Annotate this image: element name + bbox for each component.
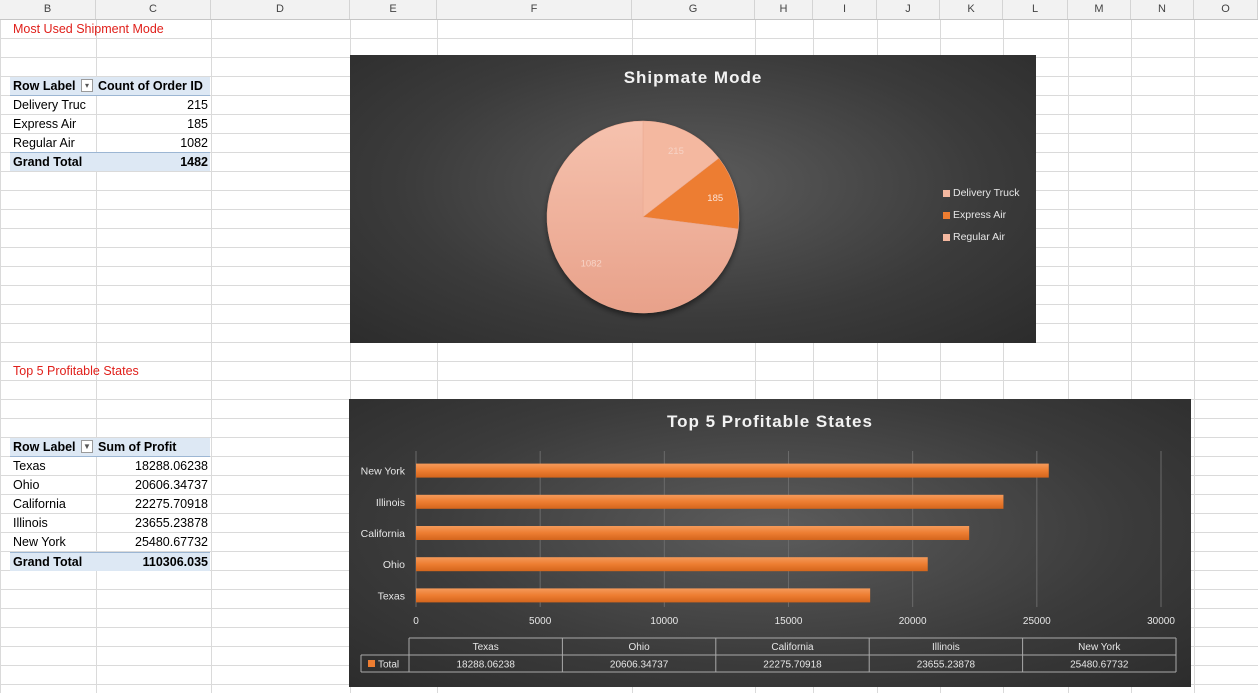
legend-swatch <box>943 189 950 197</box>
pie-legend-item[interactable]: Regular Air <box>943 231 1005 243</box>
bar-texas[interactable] <box>416 588 871 603</box>
x-tick-label: 25000 <box>1023 616 1051 627</box>
data-table-value: 22275.70918 <box>763 660 822 671</box>
y-category-label: Ohio <box>383 559 405 571</box>
data-table-value: 25480.67732 <box>1070 660 1129 671</box>
pivot2-total-label: Grand Total <box>10 552 96 571</box>
x-tick-label: 15000 <box>775 616 803 627</box>
pivot2-row-value[interactable]: 22275.70918 <box>135 497 208 511</box>
column-header-c[interactable]: C <box>96 0 211 19</box>
pivot2-row-label[interactable]: Ohio <box>13 478 40 492</box>
pivot1-row-value[interactable]: 1082 <box>180 136 208 150</box>
pie-chart-plot: 215 185 1082 <box>546 120 740 314</box>
column-header-o[interactable]: O <box>1194 0 1258 19</box>
bar-illinois[interactable] <box>416 494 1004 509</box>
pie-data-label: 1082 <box>581 259 602 270</box>
y-category-label: California <box>361 528 406 540</box>
pivot2-value-header: Sum of Profit <box>96 438 210 457</box>
legend-key-label: Total <box>378 660 399 671</box>
bar-ohio[interactable] <box>416 557 928 572</box>
bar-chart-title: Top 5 Profitable States <box>667 412 873 431</box>
pivot1-row-labels-header: Row Label <box>10 77 96 96</box>
pivot2-title: Top 5 Profitable States <box>13 364 139 378</box>
column-header-e[interactable]: E <box>350 0 437 19</box>
pie-chart-title: Shipmate Mode <box>623 68 763 87</box>
pie-slice-express-air[interactable] <box>642 157 740 230</box>
filter-dropdown-icon[interactable]: ▾ <box>81 79 93 92</box>
bar-california[interactable] <box>416 526 970 540</box>
pie-slice-delivery-truck[interactable] <box>642 120 720 218</box>
legend-label: Regular Air <box>953 231 1005 243</box>
pivot2-row-label[interactable]: California <box>13 497 66 511</box>
pivot1-row-label[interactable]: Regular Air <box>13 136 75 150</box>
pivot2-total-value: 110306.035 <box>96 552 210 571</box>
data-table-header: New York <box>1078 642 1121 653</box>
pivot2-row-labels-header: Row Label <box>10 438 96 457</box>
bar-chart-plot: 0 5000 10000 15000 20000 25000 30000 New York Il… <box>360 451 1177 673</box>
pivot1-total-label: Grand Total <box>10 152 96 171</box>
bar-new-york[interactable] <box>416 463 1049 478</box>
data-table-header: Texas <box>473 642 499 653</box>
column-header-j[interactable]: J <box>877 0 940 19</box>
pie-slice-regular-air[interactable] <box>546 120 739 314</box>
pivot1-title: Most Used Shipment Mode <box>13 22 164 36</box>
pivot2-row-value[interactable]: 23655.23878 <box>135 516 208 530</box>
column-header-d[interactable]: D <box>211 0 350 19</box>
bar-chart[interactable]: Top 5 Profitable States 0 5000 10000 15000 2… <box>349 399 1191 687</box>
pie-data-label: 185 <box>707 193 723 204</box>
pie-chart[interactable]: Shipmate Mode 215 185 1082 Delivery Truck E… <box>350 55 1036 343</box>
y-category-label: Texas <box>378 590 405 602</box>
filter-active-icon[interactable]: ▼ <box>81 440 93 453</box>
column-header-i[interactable]: I <box>813 0 877 19</box>
data-table-value: 20606.34737 <box>610 660 669 671</box>
column-header-m[interactable]: M <box>1068 0 1131 19</box>
pivot2-row-value[interactable]: 25480.67732 <box>135 535 208 549</box>
x-tick-label: 20000 <box>899 616 927 627</box>
legend-label: Express Air <box>953 209 1007 221</box>
pivot2-row-label[interactable]: New York <box>13 535 66 549</box>
x-tick-label: 0 <box>413 616 419 627</box>
pie-data-label: 215 <box>668 146 684 157</box>
column-header-f[interactable]: F <box>437 0 632 19</box>
column-header-k[interactable]: K <box>940 0 1003 19</box>
column-header-g[interactable]: G <box>632 0 755 19</box>
data-table-value: 18288.06238 <box>456 660 515 671</box>
column-header-l[interactable]: L <box>1003 0 1068 19</box>
pivot1-total-value: 1482 <box>96 152 210 171</box>
pivot2-row-value[interactable]: 18288.06238 <box>135 459 208 473</box>
legend-key-swatch <box>368 660 375 667</box>
pivot1-row-value[interactable]: 215 <box>187 98 208 112</box>
pivot1-row-label[interactable]: Delivery Truc <box>13 98 86 112</box>
chart-data-table <box>360 637 1177 673</box>
data-table-value: 23655.23878 <box>917 660 976 671</box>
pivot1-row-value[interactable]: 185 <box>187 117 208 131</box>
pivot1-value-header: Count of Order ID <box>96 77 210 96</box>
column-header-b[interactable]: B <box>0 0 96 19</box>
column-header-n[interactable]: N <box>1131 0 1194 19</box>
data-table-header: Illinois <box>932 642 960 653</box>
pie-legend-item[interactable]: Express Air <box>943 209 1006 221</box>
x-tick-label: 10000 <box>650 616 678 627</box>
legend-swatch <box>943 233 950 241</box>
pivot2-row-label[interactable]: Texas <box>13 459 46 473</box>
pivot2-row-label[interactable]: Illinois <box>13 516 48 530</box>
data-table-header: California <box>771 642 814 653</box>
legend-swatch <box>943 211 950 219</box>
y-category-label: Illinois <box>376 497 405 509</box>
x-tick-label: 30000 <box>1147 616 1175 627</box>
pie-legend-item[interactable]: Delivery Truck <box>943 187 1020 199</box>
y-category-label: New York <box>361 466 406 478</box>
data-table-header: Ohio <box>629 642 651 653</box>
pivot2-row-value[interactable]: 20606.34737 <box>135 478 208 492</box>
pivot1-row-label[interactable]: Express Air <box>13 117 77 131</box>
x-tick-label: 5000 <box>529 616 552 627</box>
column-header-h[interactable]: H <box>755 0 813 19</box>
legend-label: Delivery Truck <box>953 187 1020 199</box>
